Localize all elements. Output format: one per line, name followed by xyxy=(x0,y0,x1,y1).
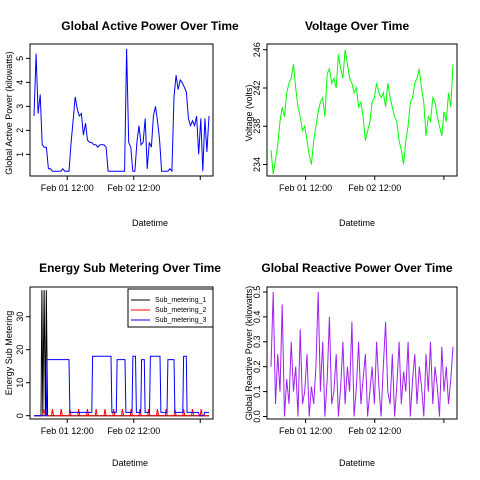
y-tick-label: 0 xyxy=(15,413,25,418)
panel-energy-sub-metering: Energy Sub Metering Over Time Datetime E… xyxy=(4,261,221,468)
x-axis-label: Datetime xyxy=(339,218,375,228)
x-tick-label: Feb 02 12:00 xyxy=(107,426,160,436)
y-axis-label: Global Active Power (kilowatts) xyxy=(4,51,14,175)
x-tick-label: Feb 01 12:00 xyxy=(279,426,332,436)
plot-frame xyxy=(266,286,458,420)
y-tick-label: 0.5 xyxy=(252,286,262,299)
x-tick-label: Feb 01 12:00 xyxy=(41,426,94,436)
y-tick-label: 10 xyxy=(15,378,25,388)
y-tick-label: 238 xyxy=(252,119,262,134)
y-tick-label: 242 xyxy=(252,80,262,95)
chart-title: Global Reactive Power Over Time xyxy=(261,261,453,275)
y-tick-label: 0.0 xyxy=(252,410,262,423)
panel-global-active-power: Global Active Power Over Time Datetime G… xyxy=(4,19,239,228)
series-line-sub-metering-2 xyxy=(34,408,209,417)
y-tick-label: 0.1 xyxy=(252,385,262,398)
x-axis-label: Datetime xyxy=(112,458,148,468)
y-tick-label: 5 xyxy=(15,56,25,61)
y-tick-label: 0.2 xyxy=(252,360,262,373)
y-tick-label: 234 xyxy=(252,157,262,172)
legend-entry-sub-metering-1: Sub_metering_1 xyxy=(155,297,206,304)
legend-entry-sub-metering-3: Sub_metering_3 xyxy=(155,317,206,324)
y-tick-label: 3 xyxy=(15,104,25,109)
plot-frame xyxy=(29,286,214,420)
plot-frame xyxy=(29,43,214,177)
y-tick-label: 0.4 xyxy=(252,311,262,324)
series-line-sub-metering-3 xyxy=(34,355,209,417)
y-tick-label: 4 xyxy=(15,80,25,85)
y-tick-label: 1 xyxy=(15,152,25,157)
y-tick-label: 20 xyxy=(15,345,25,355)
y-axis-label: Voltage (volts) xyxy=(244,84,254,141)
x-tick-label: Feb 02 12:00 xyxy=(348,183,401,193)
legend-entry-sub-metering-2: Sub_metering_2 xyxy=(155,307,206,314)
panel-voltage: Voltage Over Time Datetime Voltage (volt… xyxy=(244,19,458,228)
series-line xyxy=(270,291,454,417)
x-tick-label: Feb 02 12:00 xyxy=(348,426,401,436)
x-axis-label: Datetime xyxy=(339,458,375,468)
panel-global-reactive-power: Global Reactive Power Over Time Datetime… xyxy=(244,261,458,468)
legend: Sub_metering_1 Sub_metering_2 Sub_meteri… xyxy=(127,288,214,328)
y-axis-label: Energy Sub Metering xyxy=(4,311,14,396)
x-tick-label: Feb 01 12:00 xyxy=(41,183,94,193)
chart-title: Energy Sub Metering Over Time xyxy=(39,261,221,275)
x-tick-label: Feb 02 12:00 xyxy=(107,183,160,193)
series-line xyxy=(270,49,454,175)
plot-frame xyxy=(266,43,458,177)
x-axis-label: Datetime xyxy=(132,218,168,228)
y-tick-label: 30 xyxy=(15,312,25,322)
chart-title: Global Active Power Over Time xyxy=(61,19,239,33)
y-tick-label: 2 xyxy=(15,128,25,133)
x-tick-label: Feb 01 12:00 xyxy=(279,183,332,193)
series-line xyxy=(33,48,210,173)
chart-title: Voltage Over Time xyxy=(305,19,410,33)
y-tick-label: 246 xyxy=(252,42,262,57)
y-tick-label: 0.3 xyxy=(252,336,262,349)
legend-box xyxy=(127,288,214,328)
y-axis-label: Global Reactive Power (kilowatts) xyxy=(244,286,254,421)
